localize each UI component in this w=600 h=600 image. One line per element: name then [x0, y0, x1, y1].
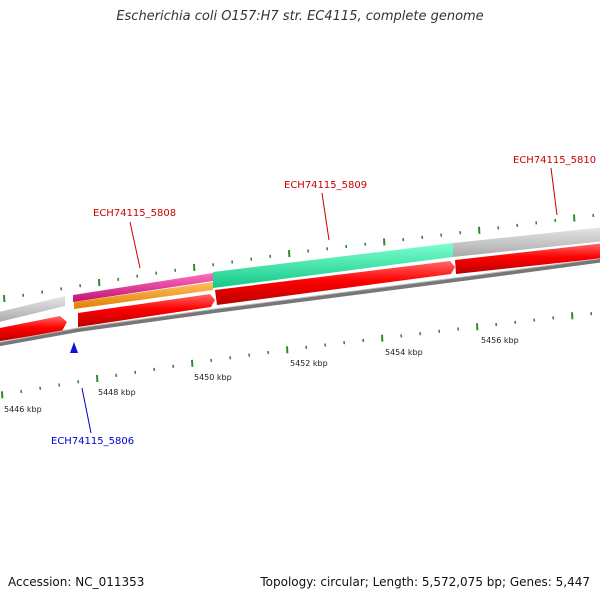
gene-label[interactable]: ECH74115_5806 [51, 436, 134, 447]
leader-line [321, 192, 330, 241]
scale-label: 5452 kbp [290, 359, 328, 368]
summary-text: Topology: circular; Length: 5,572,075 bp… [260, 575, 590, 589]
gene-label[interactable]: ECH74115_5810 [513, 155, 596, 166]
gene-arrow [215, 261, 455, 305]
scale-label: 5450 kbp [194, 373, 232, 382]
gene-arrow [455, 243, 600, 274]
grey-feature-right [453, 227, 600, 257]
genome-backbone [0, 258, 600, 347]
accession-text: Accession: NC_011353 [8, 575, 145, 589]
scale-label: 5446 kbp [4, 405, 42, 414]
scale-label: 5448 kbp [98, 388, 136, 397]
leader-line [81, 387, 92, 434]
inner-tick-marks [1, 311, 593, 399]
scale-label: 5456 kbp [481, 336, 519, 345]
gene-arrow [78, 294, 215, 327]
leader-line [550, 167, 558, 216]
map-title: Escherichia coli O157:H7 str. EC4115, co… [116, 9, 484, 24]
scale-labels: 5446 kbp 5448 kbp 5450 kbp 5452 kbp 5454… [4, 336, 519, 414]
teal-feature [213, 243, 453, 288]
genome-backbone-highlight [0, 258, 600, 343]
scale-label: 5454 kbp [385, 348, 423, 357]
gene-labels: ECH74115_5806 ECH74115_5808 ECH74115_580… [51, 155, 596, 447]
gene-arrow [0, 316, 67, 342]
leader-line [129, 221, 141, 269]
feature-track [0, 227, 600, 353]
outer-tick-marks [3, 213, 595, 303]
orange-feature [74, 282, 213, 309]
reverse-gene-arrow [70, 342, 78, 353]
gene-label[interactable]: ECH74115_5808 [93, 208, 176, 219]
gene-label[interactable]: ECH74115_5809 [284, 180, 367, 191]
magenta-feature [73, 273, 213, 302]
grey-feature-left [0, 296, 65, 322]
gene-label-leaders [81, 167, 558, 434]
